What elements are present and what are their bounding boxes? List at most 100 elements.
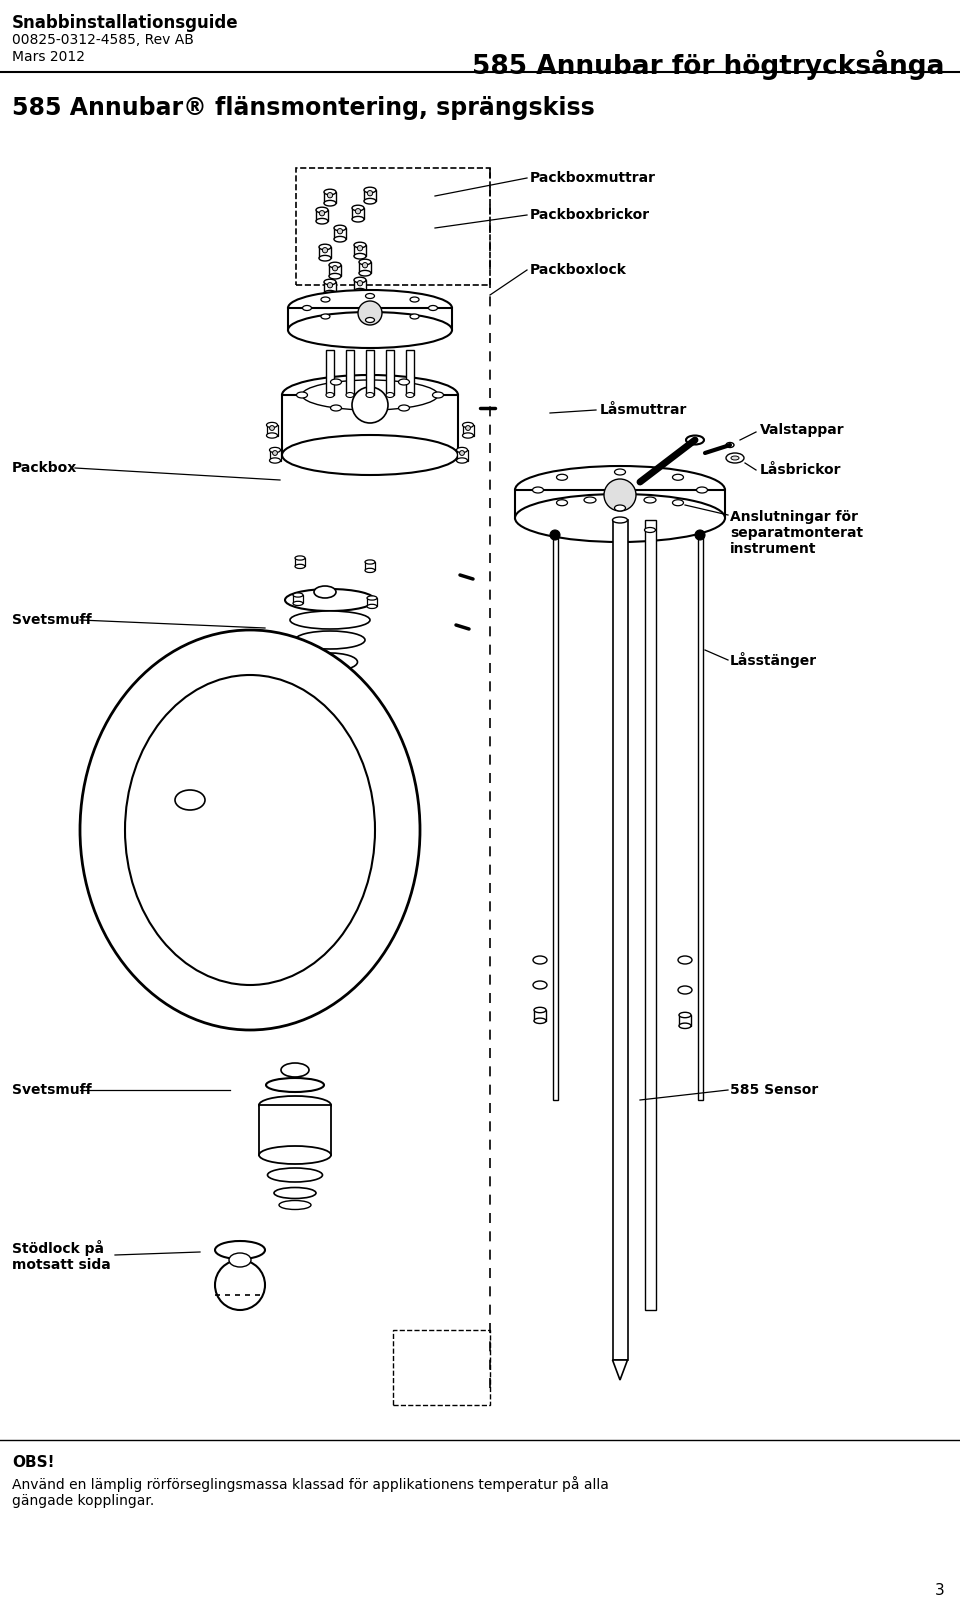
Ellipse shape bbox=[316, 219, 328, 224]
Ellipse shape bbox=[686, 435, 704, 445]
Ellipse shape bbox=[329, 274, 341, 279]
Circle shape bbox=[466, 425, 470, 430]
Bar bbox=[644, 520, 656, 1310]
Text: 585 Sensor: 585 Sensor bbox=[730, 1083, 818, 1097]
Circle shape bbox=[270, 425, 275, 430]
Ellipse shape bbox=[310, 690, 350, 701]
Ellipse shape bbox=[302, 652, 357, 672]
Ellipse shape bbox=[352, 216, 364, 222]
Ellipse shape bbox=[319, 245, 331, 250]
Bar bbox=[359, 263, 371, 274]
Bar bbox=[352, 208, 364, 219]
Ellipse shape bbox=[644, 498, 656, 503]
Ellipse shape bbox=[457, 448, 468, 453]
Bar bbox=[553, 535, 558, 1100]
Ellipse shape bbox=[319, 256, 331, 261]
Circle shape bbox=[604, 478, 636, 511]
Ellipse shape bbox=[267, 433, 277, 438]
Bar bbox=[367, 598, 377, 606]
Text: Svetsmuff: Svetsmuff bbox=[12, 1083, 91, 1097]
Bar bbox=[463, 425, 473, 435]
Ellipse shape bbox=[731, 456, 739, 461]
Ellipse shape bbox=[678, 986, 692, 994]
Ellipse shape bbox=[612, 517, 628, 524]
Ellipse shape bbox=[398, 404, 410, 411]
Ellipse shape bbox=[433, 391, 444, 398]
Ellipse shape bbox=[267, 422, 277, 427]
Ellipse shape bbox=[215, 1260, 265, 1310]
Ellipse shape bbox=[330, 404, 342, 411]
Bar bbox=[319, 246, 331, 258]
Ellipse shape bbox=[697, 487, 708, 493]
Ellipse shape bbox=[679, 1012, 691, 1018]
Bar bbox=[326, 350, 334, 395]
Bar bbox=[354, 280, 366, 292]
Ellipse shape bbox=[726, 443, 734, 448]
Ellipse shape bbox=[354, 288, 366, 293]
Ellipse shape bbox=[302, 380, 438, 411]
Ellipse shape bbox=[406, 393, 414, 398]
Bar bbox=[316, 209, 328, 221]
Bar bbox=[406, 350, 414, 395]
Bar bbox=[295, 557, 305, 567]
Circle shape bbox=[368, 190, 372, 197]
Text: Packboxlock: Packboxlock bbox=[530, 263, 627, 277]
Ellipse shape bbox=[365, 561, 375, 564]
Text: 3: 3 bbox=[935, 1584, 945, 1598]
Ellipse shape bbox=[295, 632, 365, 649]
Ellipse shape bbox=[678, 955, 692, 963]
Ellipse shape bbox=[366, 393, 374, 398]
Ellipse shape bbox=[307, 673, 352, 691]
Circle shape bbox=[273, 451, 277, 456]
Ellipse shape bbox=[288, 313, 452, 348]
Ellipse shape bbox=[367, 596, 377, 601]
Ellipse shape bbox=[329, 263, 341, 267]
Text: Stödlock på
motsatt sida: Stödlock på motsatt sida bbox=[12, 1240, 110, 1273]
Ellipse shape bbox=[215, 1240, 265, 1260]
Bar bbox=[329, 264, 341, 275]
Ellipse shape bbox=[270, 458, 280, 462]
Bar bbox=[346, 350, 354, 395]
Ellipse shape bbox=[365, 569, 375, 572]
Ellipse shape bbox=[346, 393, 354, 398]
Circle shape bbox=[337, 229, 343, 234]
Ellipse shape bbox=[334, 226, 346, 230]
Circle shape bbox=[327, 193, 332, 198]
Circle shape bbox=[355, 208, 361, 214]
Bar bbox=[354, 245, 366, 256]
Bar bbox=[324, 192, 336, 203]
Text: 585 Annubar för högtrycksånga: 585 Annubar för högtrycksånga bbox=[472, 50, 945, 81]
Circle shape bbox=[323, 248, 327, 253]
Text: Snabbinstallationsguide: Snabbinstallationsguide bbox=[12, 14, 239, 32]
Ellipse shape bbox=[398, 379, 410, 385]
Text: 00825-0312-4585, Rev AB: 00825-0312-4585, Rev AB bbox=[12, 32, 194, 47]
Ellipse shape bbox=[366, 317, 374, 322]
Ellipse shape bbox=[463, 433, 473, 438]
Bar bbox=[698, 535, 703, 1100]
Ellipse shape bbox=[673, 499, 684, 506]
Ellipse shape bbox=[270, 448, 280, 453]
Ellipse shape bbox=[321, 296, 330, 301]
Circle shape bbox=[695, 530, 705, 540]
Text: OBS!: OBS! bbox=[12, 1455, 55, 1469]
Ellipse shape bbox=[324, 290, 336, 296]
Bar bbox=[366, 350, 374, 395]
Ellipse shape bbox=[533, 981, 547, 989]
Ellipse shape bbox=[557, 474, 567, 480]
Ellipse shape bbox=[295, 564, 305, 569]
Ellipse shape bbox=[80, 630, 420, 1029]
Bar bbox=[365, 562, 375, 570]
Ellipse shape bbox=[533, 955, 547, 963]
Circle shape bbox=[362, 263, 368, 267]
Ellipse shape bbox=[386, 393, 394, 398]
Text: Mars 2012: Mars 2012 bbox=[12, 50, 85, 64]
Ellipse shape bbox=[259, 1095, 331, 1113]
Bar bbox=[296, 168, 490, 285]
Ellipse shape bbox=[326, 393, 334, 398]
Ellipse shape bbox=[644, 527, 656, 533]
Ellipse shape bbox=[352, 205, 364, 211]
Circle shape bbox=[352, 387, 388, 424]
Ellipse shape bbox=[366, 293, 374, 298]
Ellipse shape bbox=[285, 590, 375, 611]
Ellipse shape bbox=[364, 187, 376, 193]
